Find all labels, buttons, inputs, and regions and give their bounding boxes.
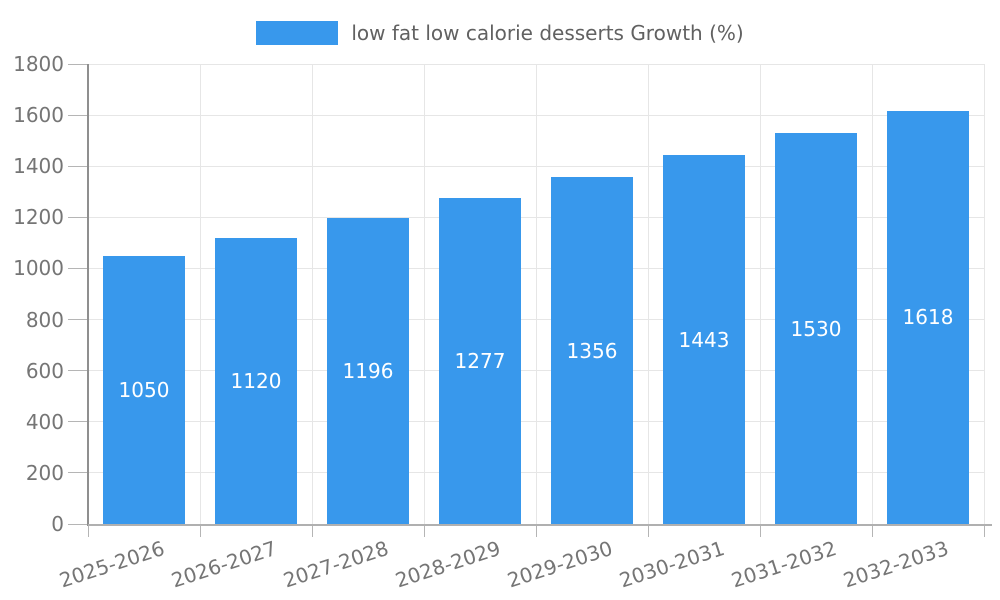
bar[interactable]: 1120 [215,237,297,524]
x-gridline [983,64,985,524]
x-gridline [871,64,873,524]
y-axis-tick [68,319,88,321]
y-axis-tick [68,216,88,218]
x-axis-tick [871,524,873,537]
bar[interactable]: 1196 [327,218,409,524]
y-axis-tick-label: 1800 [13,52,64,76]
y-axis-tick [68,165,88,167]
bar[interactable]: 1277 [439,197,521,524]
y-axis-tick-label: 1600 [13,103,64,128]
x-axis-category-label: 2028-2029 [392,536,504,593]
x-gridline [199,64,201,524]
x-axis-tick [759,524,761,537]
y-axis-tick-label: 1200 [13,205,64,230]
x-axis-category-label: 2029-2030 [504,536,616,593]
bar-value-label: 1356 [566,338,618,363]
x-gridline [759,64,761,524]
bar-value-label: 1443 [678,327,730,352]
y-axis-tick [68,267,88,269]
y-axis-tick-label: 800 [25,307,64,332]
x-axis-category-label: 2027-2028 [280,536,392,593]
x-gridline [311,64,313,524]
legend-swatch-icon [256,21,339,45]
x-axis-tick [983,524,985,537]
bar-value-label: 1530 [790,316,842,341]
x-axis-tick [423,524,425,537]
plot-area: 0 200 400 600 800 1000 1200 1400 1600 1800 1050 202… [13,52,992,593]
x-axis-tick [199,524,201,537]
y-axis-tick [68,523,88,525]
x-axis-category-label: 2025-2026 [56,536,168,593]
bar-value-label: 1618 [902,305,954,330]
x-axis-category-label: 2032-2033 [840,536,952,593]
x-axis-category-label: 2031-2032 [728,536,840,593]
bar[interactable]: 1443 [663,155,745,524]
legend-label: low fat low calorie desserts Growth (%) [351,21,744,45]
y-axis-tick-label: 1000 [13,256,64,281]
x-axis-category-label: 2026-2027 [168,536,280,593]
x-axis-tick [647,524,649,537]
bar[interactable]: 1050 [103,255,185,524]
y-axis-tick [68,472,88,474]
x-axis-tick [87,524,89,537]
y-axis-tick [68,421,88,423]
x-gridline [423,64,425,524]
bar[interactable]: 1618 [887,110,969,524]
y-axis-tick-label: 600 [25,358,64,383]
x-axis-tick [311,524,313,537]
x-gridline [647,64,649,524]
legend-item[interactable]: low fat low calorie desserts Growth (%) [256,20,744,46]
y-axis-tick-label: 1400 [13,154,64,179]
y-axis-tick [68,370,88,372]
y-axis-line [87,64,89,526]
legend: low fat low calorie desserts Growth (%) [0,20,1000,46]
x-gridline [535,64,537,524]
y-axis-tick [68,114,88,116]
x-axis-line [88,524,992,526]
bar[interactable]: 1356 [551,177,633,524]
bar[interactable]: 1530 [775,133,857,524]
bar-value-label: 1120 [230,368,282,393]
y-axis-tick-label: 200 [25,460,64,485]
y-axis-tick-label: 0 [51,512,64,536]
bar-value-label: 1050 [118,377,170,402]
x-axis-category-label: 2030-2031 [616,536,728,593]
y-axis-tick [68,63,88,65]
bar-value-label: 1196 [342,359,394,384]
y-axis-tick-label: 400 [25,409,64,434]
x-axis-tick [535,524,537,537]
bar-value-label: 1277 [454,348,506,373]
